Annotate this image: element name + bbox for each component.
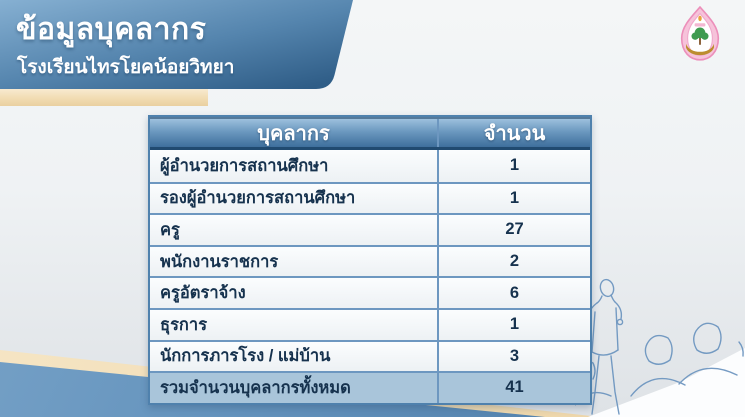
row-label: นักการภารโรง / แม่บ้าน [160, 347, 331, 366]
row-label: ครู [160, 220, 180, 239]
row-label: ธุรการ [160, 315, 208, 334]
page-subtitle: โรงเรียนไทรโยคน้อยวิทยา [17, 57, 235, 78]
table-row: ครู 27 [150, 213, 590, 245]
table-row: ธุรการ 1 [150, 307, 590, 340]
row-label: ผู้อำนวยการสถานศึกษา [160, 156, 329, 175]
row-value: 6 [437, 278, 590, 308]
table-row: ผู้อำนวยการสถานศึกษา 1 [150, 150, 590, 182]
banner-shape [0, 0, 353, 89]
row-label: รองผู้อำนวยการสถานศึกษา [160, 189, 356, 208]
column-header-personnel: บุคลากร [257, 123, 330, 145]
row-value: 1 [437, 150, 590, 182]
tan-accent-bar [0, 89, 208, 106]
lotus-school-emblem-icon [680, 6, 720, 61]
table-row: รองผู้อำนวยการสถานศึกษา 1 [150, 181, 590, 214]
row-value: 2 [437, 246, 590, 277]
table-row: นักการภารโรง / แม่บ้าน 3 [150, 339, 590, 372]
row-value: 1 [437, 183, 590, 214]
title-banner: ข้อมูลบุคลากร โรงเรียนไทรโยคน้อยวิทยา [0, 0, 380, 92]
table-row: ครูอัตราจ้าง 6 [150, 276, 590, 308]
audience-presentation-line-art-icon [575, 278, 744, 415]
row-value: 1 [437, 309, 590, 340]
table-header-row: บุคลากร จำนวน [150, 117, 590, 150]
table-total-row: รวมจำนวนบุคลากรทั้งหมด 41 [150, 371, 590, 403]
total-value: 41 [437, 373, 590, 403]
table-row: พนักงานราชการ 2 [150, 244, 590, 277]
row-label: ครูอัตราจ้าง [160, 284, 246, 303]
page-title: ข้อมูลบุคลากร [16, 13, 207, 46]
total-label: รวมจำนวนบุคลากรทั้งหมด [160, 378, 351, 397]
row-value: 3 [437, 341, 590, 372]
column-header-amount: จำนวน [437, 119, 590, 147]
row-label: พนักงานราชการ [160, 252, 279, 271]
row-value: 27 [437, 215, 590, 245]
personnel-table: บุคลากร จำนวน ผู้อำนวยการสถานศึกษา 1 รอง… [148, 115, 592, 405]
